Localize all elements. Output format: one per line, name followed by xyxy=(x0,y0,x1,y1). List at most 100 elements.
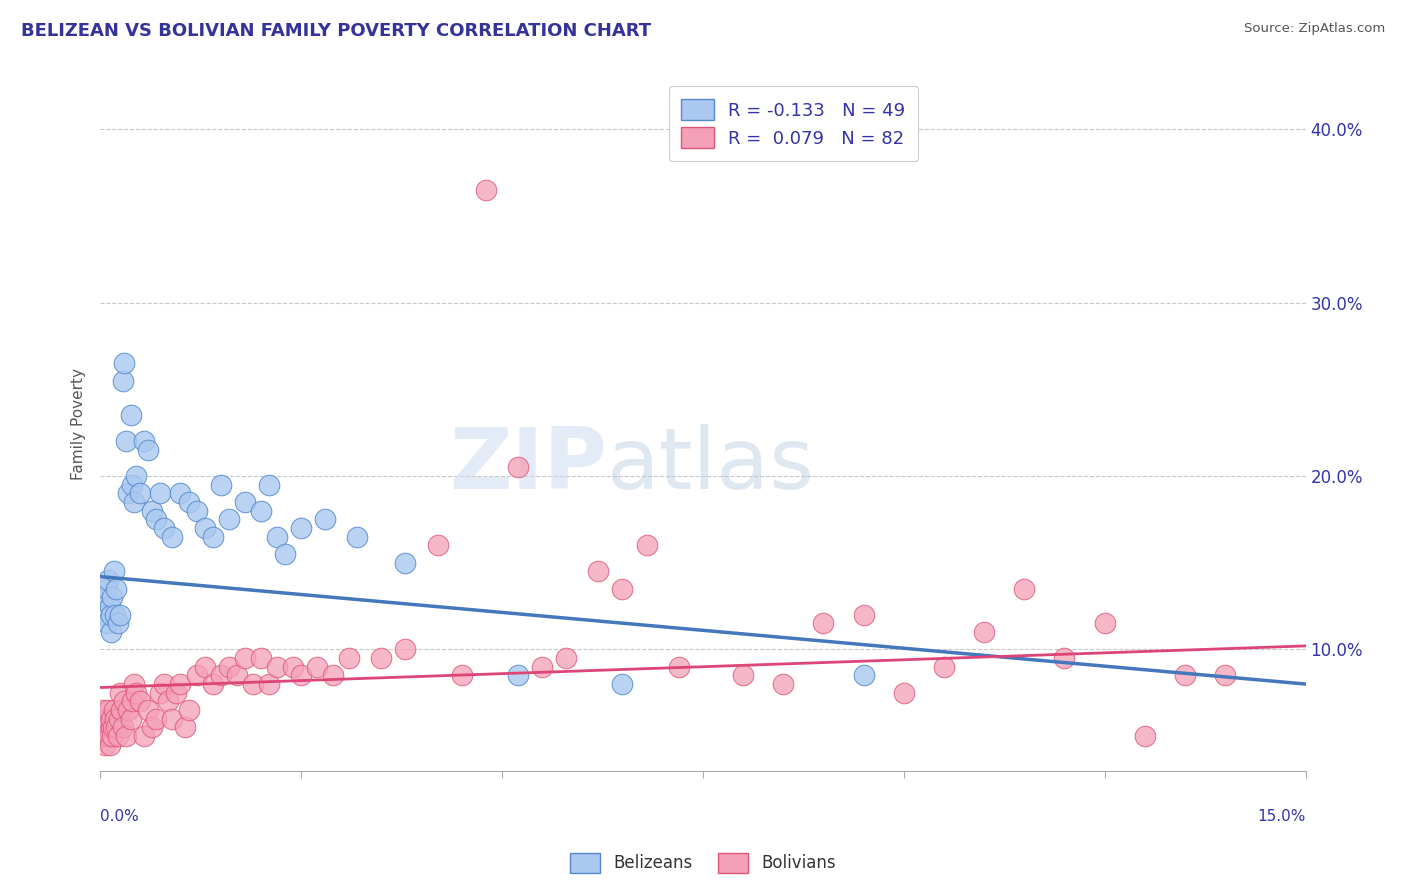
Point xyxy=(290,668,312,682)
Point xyxy=(177,703,200,717)
Point xyxy=(100,712,122,726)
Point xyxy=(281,659,304,673)
Point xyxy=(209,477,232,491)
Point xyxy=(145,512,167,526)
Point xyxy=(121,477,143,491)
Point xyxy=(450,668,472,682)
Text: ZIP: ZIP xyxy=(449,425,606,508)
Point xyxy=(103,703,125,717)
Point xyxy=(111,720,134,734)
Text: Source: ZipAtlas.com: Source: ZipAtlas.com xyxy=(1244,22,1385,36)
Point xyxy=(107,616,129,631)
Point xyxy=(636,538,658,552)
Point xyxy=(225,668,247,682)
Point xyxy=(1012,582,1035,596)
Point xyxy=(218,512,240,526)
Point xyxy=(94,738,117,752)
Point xyxy=(94,729,117,743)
Point xyxy=(141,504,163,518)
Point xyxy=(141,720,163,734)
Point xyxy=(475,183,498,197)
Point xyxy=(96,582,118,596)
Point xyxy=(122,495,145,509)
Point xyxy=(100,625,122,640)
Point xyxy=(111,374,134,388)
Point xyxy=(100,607,122,622)
Text: 0.0%: 0.0% xyxy=(100,809,139,824)
Point xyxy=(97,703,120,717)
Point xyxy=(1133,729,1156,743)
Point xyxy=(169,677,191,691)
Point xyxy=(110,703,132,717)
Point xyxy=(162,712,184,726)
Legend: R = -0.133   N = 49, R =  0.079   N = 82: R = -0.133 N = 49, R = 0.079 N = 82 xyxy=(669,87,918,161)
Text: BELIZEAN VS BOLIVIAN FAMILY POVERTY CORRELATION CHART: BELIZEAN VS BOLIVIAN FAMILY POVERTY CORR… xyxy=(21,22,651,40)
Point xyxy=(257,677,280,691)
Point xyxy=(157,694,180,708)
Point xyxy=(110,686,132,700)
Point xyxy=(266,659,288,673)
Point xyxy=(93,591,115,605)
Point xyxy=(138,703,160,717)
Point xyxy=(115,434,138,449)
Point xyxy=(426,538,449,552)
Point xyxy=(218,659,240,673)
Point xyxy=(125,686,148,700)
Point xyxy=(153,521,176,535)
Point xyxy=(108,712,131,726)
Point xyxy=(115,729,138,743)
Point xyxy=(186,668,208,682)
Point xyxy=(186,504,208,518)
Legend: Belizeans, Bolivians: Belizeans, Bolivians xyxy=(564,847,842,880)
Point xyxy=(668,659,690,673)
Point xyxy=(194,521,217,535)
Point xyxy=(588,565,610,579)
Point xyxy=(145,712,167,726)
Point xyxy=(337,651,360,665)
Point xyxy=(103,565,125,579)
Point xyxy=(1094,616,1116,631)
Point xyxy=(322,668,344,682)
Point xyxy=(98,729,121,743)
Point xyxy=(100,720,122,734)
Point xyxy=(852,668,875,682)
Point xyxy=(250,651,273,665)
Point xyxy=(93,720,115,734)
Point xyxy=(101,729,124,743)
Point xyxy=(122,677,145,691)
Point xyxy=(506,460,529,475)
Point xyxy=(134,434,156,449)
Text: atlas: atlas xyxy=(606,425,814,508)
Point xyxy=(177,495,200,509)
Point xyxy=(973,625,995,640)
Point xyxy=(932,659,955,673)
Point xyxy=(394,642,416,657)
Point xyxy=(153,677,176,691)
Point xyxy=(201,677,224,691)
Point xyxy=(893,686,915,700)
Point xyxy=(97,573,120,587)
Point xyxy=(852,607,875,622)
Point xyxy=(162,530,184,544)
Point xyxy=(1213,668,1236,682)
Point xyxy=(266,530,288,544)
Point xyxy=(129,694,152,708)
Point xyxy=(290,521,312,535)
Point xyxy=(731,668,754,682)
Point xyxy=(110,607,132,622)
Point xyxy=(101,720,124,734)
Point xyxy=(98,738,121,752)
Point xyxy=(117,486,139,500)
Point xyxy=(346,530,368,544)
Point xyxy=(233,651,256,665)
Point xyxy=(104,607,127,622)
Point xyxy=(149,686,172,700)
Point xyxy=(117,703,139,717)
Point xyxy=(506,668,529,682)
Point xyxy=(555,651,578,665)
Point xyxy=(772,677,794,691)
Point xyxy=(120,409,142,423)
Point xyxy=(112,694,135,708)
Point xyxy=(120,712,142,726)
Point xyxy=(125,469,148,483)
